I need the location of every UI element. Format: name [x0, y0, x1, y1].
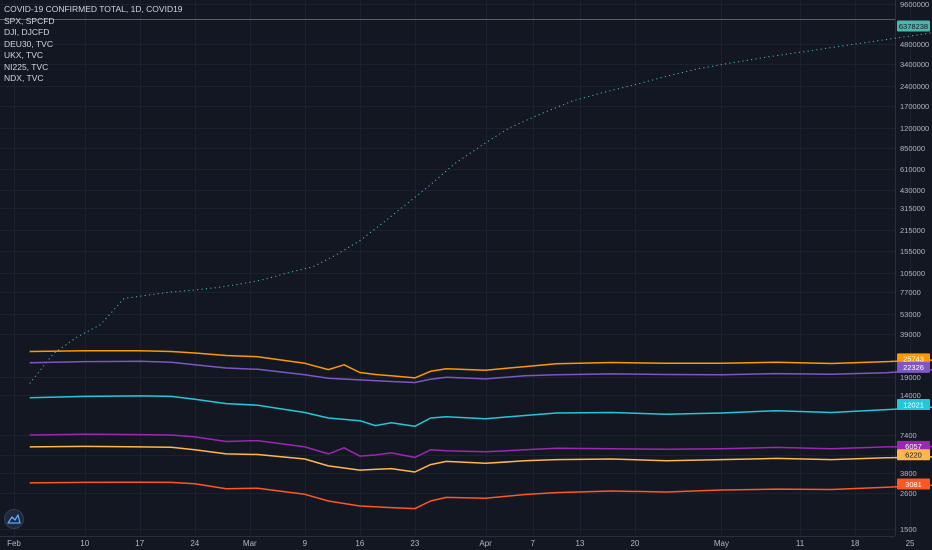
- price-badge-bg: [897, 20, 930, 32]
- price-badge-bg: [897, 478, 930, 490]
- y-tick-label: 14000: [900, 391, 921, 400]
- series-line[interactable]: [29, 26, 932, 384]
- series-line[interactable]: [29, 349, 932, 379]
- price-axis[interactable]: 9600000 4800000 3400000 2400000 1700000 12000…: [900, 0, 929, 534]
- chart-title[interactable]: COVID-19 CONFIRMED TOTAL, 1D, COVID19: [4, 4, 183, 14]
- price-badge: 25743: [897, 353, 930, 365]
- legend-item[interactable]: DJI, DJCFD: [4, 27, 50, 37]
- series-line[interactable]: [29, 395, 932, 428]
- y-tick-label: 4800000: [900, 40, 929, 49]
- y-tick-label: 430000: [900, 186, 925, 195]
- price-badge-bg: [897, 440, 930, 452]
- y-tick-label: 1500: [900, 525, 917, 534]
- series-line[interactable]: [29, 481, 932, 510]
- price-badge-label: 25743: [903, 355, 924, 364]
- x-tick-label: May: [714, 539, 729, 548]
- x-tick-label: 24: [190, 539, 199, 548]
- series-layer: [29, 26, 932, 510]
- price-badge-bg: [897, 399, 930, 411]
- price-badge-label: 6378238: [899, 22, 928, 31]
- price-badge: 22326: [897, 361, 930, 373]
- x-tick-label: 13: [575, 539, 584, 548]
- x-tick-label: 20: [630, 539, 639, 548]
- price-badge-bg: [897, 449, 930, 461]
- y-tick-label: 9600000: [900, 0, 929, 9]
- time-axis[interactable]: Feb101724Mar91623Apr71320May111825Jun: [7, 539, 932, 548]
- series-line[interactable]: [29, 360, 932, 384]
- x-tick-label: Mar: [243, 539, 257, 548]
- price-badge-bg: [897, 353, 930, 365]
- price-badge: 6220: [897, 449, 930, 461]
- y-tick-label: 2600: [900, 489, 917, 498]
- y-tick-label: 155000: [900, 247, 925, 256]
- y-tick-label: 3400000: [900, 60, 929, 69]
- price-badge-label: 12021: [903, 400, 924, 409]
- price-badge: 12021: [897, 399, 930, 411]
- price-badge-label: 3081: [905, 480, 922, 489]
- y-tick-label: 19000: [900, 373, 921, 382]
- legend-item[interactable]: NDX, TVC: [4, 73, 44, 83]
- tradingview-logo-icon[interactable]: [4, 509, 24, 529]
- price-badge-label: 6057: [905, 442, 922, 451]
- legend-item[interactable]: SPX, SPCFD: [4, 15, 55, 26]
- x-tick-label: 10: [80, 539, 89, 548]
- y-tick-label: 315000: [900, 204, 925, 213]
- y-tick-label: 610000: [900, 165, 925, 174]
- price-badge: 6057: [897, 440, 930, 452]
- y-tick-label: 105000: [900, 269, 925, 278]
- price-badge: 6378238: [897, 20, 930, 32]
- x-tick-label: 23: [410, 539, 419, 548]
- x-tick-label: 17: [135, 539, 144, 548]
- y-tick-label: 1700000: [900, 102, 929, 111]
- legend: COVID-19 CONFIRMED TOTAL, 1D, COVID19 SP…: [4, 4, 183, 85]
- x-tick-label: 11: [796, 539, 805, 548]
- x-tick-label: 7: [531, 539, 536, 548]
- price-badge-label: 6220: [905, 451, 922, 460]
- x-tick-label: Feb: [7, 539, 21, 548]
- grid-lines: [0, 0, 911, 536]
- x-tick-label: 9: [303, 539, 308, 548]
- y-tick-label: 3800: [900, 469, 917, 478]
- x-tick-label: 25: [906, 539, 915, 548]
- y-tick-label: 2400000: [900, 82, 929, 91]
- y-tick-label: 215000: [900, 226, 925, 235]
- price-badge: 3081: [897, 478, 930, 490]
- x-tick-label: 16: [355, 539, 364, 548]
- legend-item[interactable]: NI225, TVC: [4, 61, 49, 72]
- y-tick-label: 1200000: [900, 124, 929, 133]
- y-tick-label: 77000: [900, 288, 921, 297]
- y-tick-label: 7400: [900, 431, 917, 440]
- y-tick-label: 850000: [900, 144, 925, 153]
- x-tick-label: 18: [851, 539, 860, 548]
- price-badge-label: 22326: [903, 363, 924, 372]
- legend-item[interactable]: DEU30, TVC: [4, 38, 53, 49]
- series-line[interactable]: [29, 433, 932, 459]
- y-tick-label: 53000: [900, 310, 921, 319]
- legend-item[interactable]: UKX, TVC: [4, 50, 44, 60]
- x-tick-label: Apr: [479, 539, 492, 548]
- series-line[interactable]: [29, 445, 932, 473]
- y-tick-label: 39000: [900, 330, 921, 339]
- price-badge-bg: [897, 361, 930, 373]
